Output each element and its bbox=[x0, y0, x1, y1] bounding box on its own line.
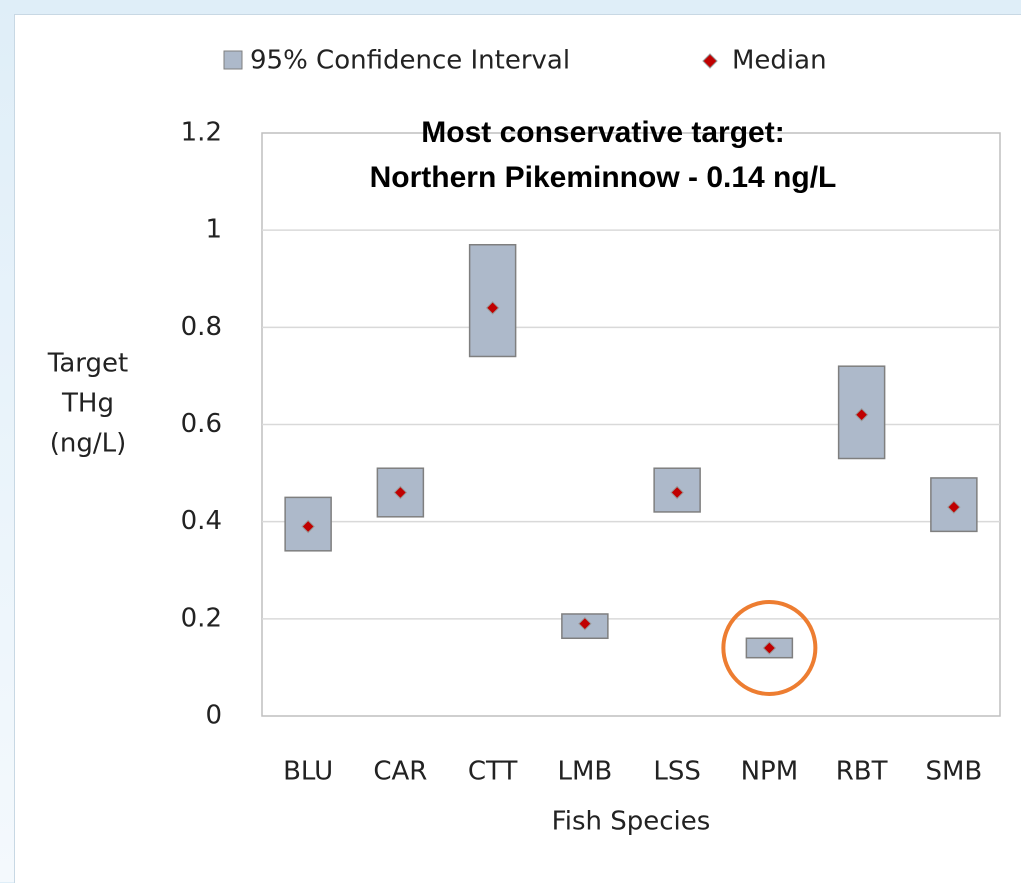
x-tick-label: SMB bbox=[925, 757, 982, 787]
median-marker bbox=[485, 301, 500, 315]
median-marker bbox=[393, 485, 408, 500]
y-tick-label: 0 bbox=[205, 701, 222, 731]
legend-swatch bbox=[702, 53, 718, 69]
y-tick-label: 0.8 bbox=[181, 312, 222, 342]
x-axis-label: Fish Species bbox=[552, 807, 711, 837]
x-tick-label: NPM bbox=[741, 757, 799, 787]
y-axis-label: (ng/L) bbox=[50, 429, 127, 459]
median-marker bbox=[670, 485, 684, 500]
median-marker bbox=[947, 500, 961, 514]
legend-label: Median bbox=[732, 46, 827, 76]
y-tick-label: 1 bbox=[205, 215, 222, 245]
chart-title: Northern Pikeminnow - 0.14 ng/L bbox=[370, 161, 837, 194]
y-axis-label: Target bbox=[47, 349, 128, 379]
highlight-circle bbox=[721, 599, 818, 696]
median-marker bbox=[854, 408, 869, 422]
chart-title: Most conservative target: bbox=[421, 116, 784, 149]
median-marker bbox=[578, 616, 592, 631]
y-tick-label: 0.6 bbox=[181, 409, 222, 439]
confidence-box bbox=[376, 467, 425, 518]
x-tick-label: BLU bbox=[283, 757, 333, 787]
median-marker bbox=[301, 519, 315, 534]
y-axis-label: THg bbox=[61, 389, 114, 419]
median-marker bbox=[762, 641, 777, 655]
confidence-box bbox=[468, 243, 517, 358]
legend-label: 95% Confidence Interval bbox=[250, 46, 570, 76]
x-tick-label: RBT bbox=[836, 757, 888, 787]
legend-swatch bbox=[223, 50, 243, 70]
x-tick-label: CTT bbox=[468, 757, 518, 787]
x-tick-label: CAR bbox=[373, 757, 427, 787]
y-tick-label: 0.2 bbox=[181, 603, 222, 633]
y-tick-label: 0.4 bbox=[181, 506, 222, 536]
x-tick-label: LMB bbox=[557, 757, 612, 787]
x-tick-label: LSS bbox=[653, 757, 701, 787]
y-tick-label: 1.2 bbox=[181, 118, 222, 148]
